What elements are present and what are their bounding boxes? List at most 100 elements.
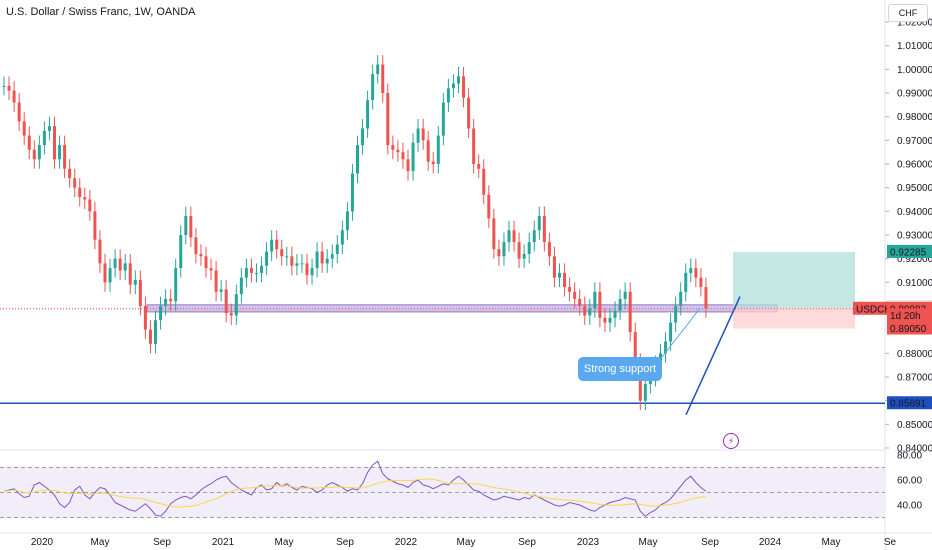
candle-body: [123, 263, 127, 271]
price-label: 0.92285: [890, 247, 927, 258]
candle-body: [664, 341, 668, 354]
candle-body: [189, 216, 193, 238]
x-tick-label: Sep: [518, 537, 536, 548]
price-label-bg: [853, 301, 888, 315]
candle-body: [159, 306, 163, 321]
candle-body: [265, 251, 269, 266]
candle-body: [441, 102, 445, 136]
candle-body: [68, 168, 72, 179]
candle-body: [527, 242, 531, 254]
candle-body: [638, 362, 642, 401]
candle-body: [88, 199, 92, 212]
candle-body: [411, 142, 415, 172]
candle-body: [492, 218, 496, 250]
x-tick-label: May: [91, 537, 110, 548]
candle-body: [547, 242, 551, 257]
y-tick-label: 0.93000: [897, 231, 932, 242]
candle-body: [451, 83, 455, 89]
y-tick-label: 0.94000: [897, 207, 932, 218]
candle-body: [330, 253, 334, 259]
candle-body: [118, 258, 122, 271]
candle-body: [255, 272, 258, 274]
x-tick-label: May: [822, 537, 841, 548]
candle-body: [507, 230, 511, 243]
x-tick-label: Sep: [701, 537, 719, 548]
candle-body: [472, 128, 476, 164]
candle-body: [204, 256, 208, 269]
candle-body: [194, 237, 198, 254]
candle-body: [7, 85, 11, 91]
price-label: 0.85891: [890, 399, 927, 410]
price-label-bg: [887, 396, 932, 410]
currency-button[interactable]: CHF: [888, 4, 928, 22]
candle-body: [219, 289, 223, 292]
y-tick-label: 0.88000: [897, 349, 932, 360]
candle-body: [285, 256, 289, 258]
candle-body: [552, 256, 556, 278]
candle-body: [391, 145, 395, 150]
price-label: 0.89050: [890, 324, 927, 335]
candle-body: [340, 230, 344, 245]
candle-body: [371, 74, 375, 101]
candle-body: [628, 291, 632, 333]
candle-body: [643, 384, 647, 401]
candle-body: [42, 130, 46, 146]
candle-body: [133, 279, 137, 285]
candle-body: [694, 268, 698, 278]
candle-body: [679, 291, 683, 306]
candle-body: [290, 256, 294, 266]
x-tick-label: 2021: [212, 537, 235, 548]
candle-body: [502, 242, 506, 257]
y-tick-label: 0.95000: [897, 183, 932, 194]
candle-body: [345, 211, 349, 231]
candle-body: [108, 268, 112, 283]
candle-body: [214, 270, 218, 292]
y-tick-label: 0.84000: [897, 444, 932, 455]
candle-body: [244, 268, 248, 278]
candle-body: [497, 249, 501, 257]
y-tick-label: 0.85000: [897, 420, 932, 431]
candle-body: [169, 298, 173, 302]
candle-body: [401, 152, 405, 160]
candle-body: [522, 253, 526, 259]
rsi-line: [3, 460, 707, 517]
y-tick-label: 0.91000: [897, 278, 932, 289]
flash-icon[interactable]: ⚡: [723, 433, 739, 449]
candle-body: [275, 239, 279, 250]
candle-body: [603, 317, 607, 323]
target-zone: [733, 251, 855, 308]
candle-body: [573, 291, 577, 299]
x-tick-label: 2024: [759, 537, 782, 548]
candle-body: [17, 102, 21, 122]
candle-body: [174, 268, 178, 302]
candle-body: [406, 159, 410, 172]
candle-body: [300, 263, 304, 265]
candle-body: [199, 253, 203, 257]
candle-body: [598, 291, 602, 318]
candle-body: [689, 268, 693, 273]
candle-body: [436, 135, 440, 164]
y-tick-label: 0.87000: [897, 373, 932, 384]
candle-body: [350, 173, 354, 212]
candle-body: [164, 298, 168, 306]
candle-body: [310, 268, 314, 276]
candle-body: [128, 263, 132, 285]
y-tick-label: 0.92000: [897, 254, 932, 265]
candle-body: [487, 194, 491, 219]
candle-body: [381, 64, 385, 93]
candle-body: [229, 313, 233, 316]
candle-body: [154, 320, 157, 344]
y-tick-label: 0.99000: [897, 89, 932, 100]
candle-body: [376, 64, 380, 75]
rsi-tick-label: 80.00: [897, 451, 922, 462]
price-label: 1d 20h: [890, 311, 921, 322]
candle-body: [143, 306, 147, 330]
candle-body: [416, 128, 420, 143]
candle-body: [457, 76, 460, 84]
candle-body: [517, 242, 521, 259]
candle-body: [184, 216, 188, 235]
candle-body: [512, 230, 516, 243]
x-tick-label: 2020: [31, 537, 54, 548]
x-tick-label: Se: [884, 537, 897, 548]
